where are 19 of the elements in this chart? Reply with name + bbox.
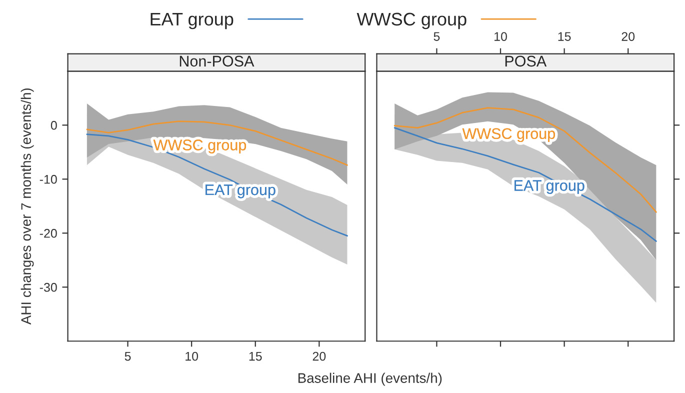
annotation: WWSC group xyxy=(153,140,246,154)
chart-title: POSA xyxy=(505,56,547,67)
x-tick-label: 5 xyxy=(124,352,131,361)
y-tick-label: -10 xyxy=(40,174,57,184)
x-tick-label: 5 xyxy=(434,32,440,41)
x-tick-label: 20 xyxy=(312,352,326,361)
y-tick-label: -20 xyxy=(40,228,57,238)
x-tick-label: 10 xyxy=(186,352,198,361)
x-tick-label: 15 xyxy=(558,32,571,41)
y-tick-label: -30 xyxy=(40,282,57,292)
x-tick-label: 10 xyxy=(494,32,507,41)
x-axis-title: Baseline AHI (events/h) xyxy=(298,372,442,386)
chart-title: Non-POSA xyxy=(180,56,254,67)
x-tick-label: 20 xyxy=(622,32,635,41)
legend-label: EAT group xyxy=(150,12,234,30)
y-axis-title: AHI changes over 7 months (events/h) xyxy=(20,88,34,325)
legend-label: WWSC group xyxy=(356,12,466,30)
x-tick-label: 15 xyxy=(249,352,262,361)
y-tick-label: 0 xyxy=(50,120,57,130)
